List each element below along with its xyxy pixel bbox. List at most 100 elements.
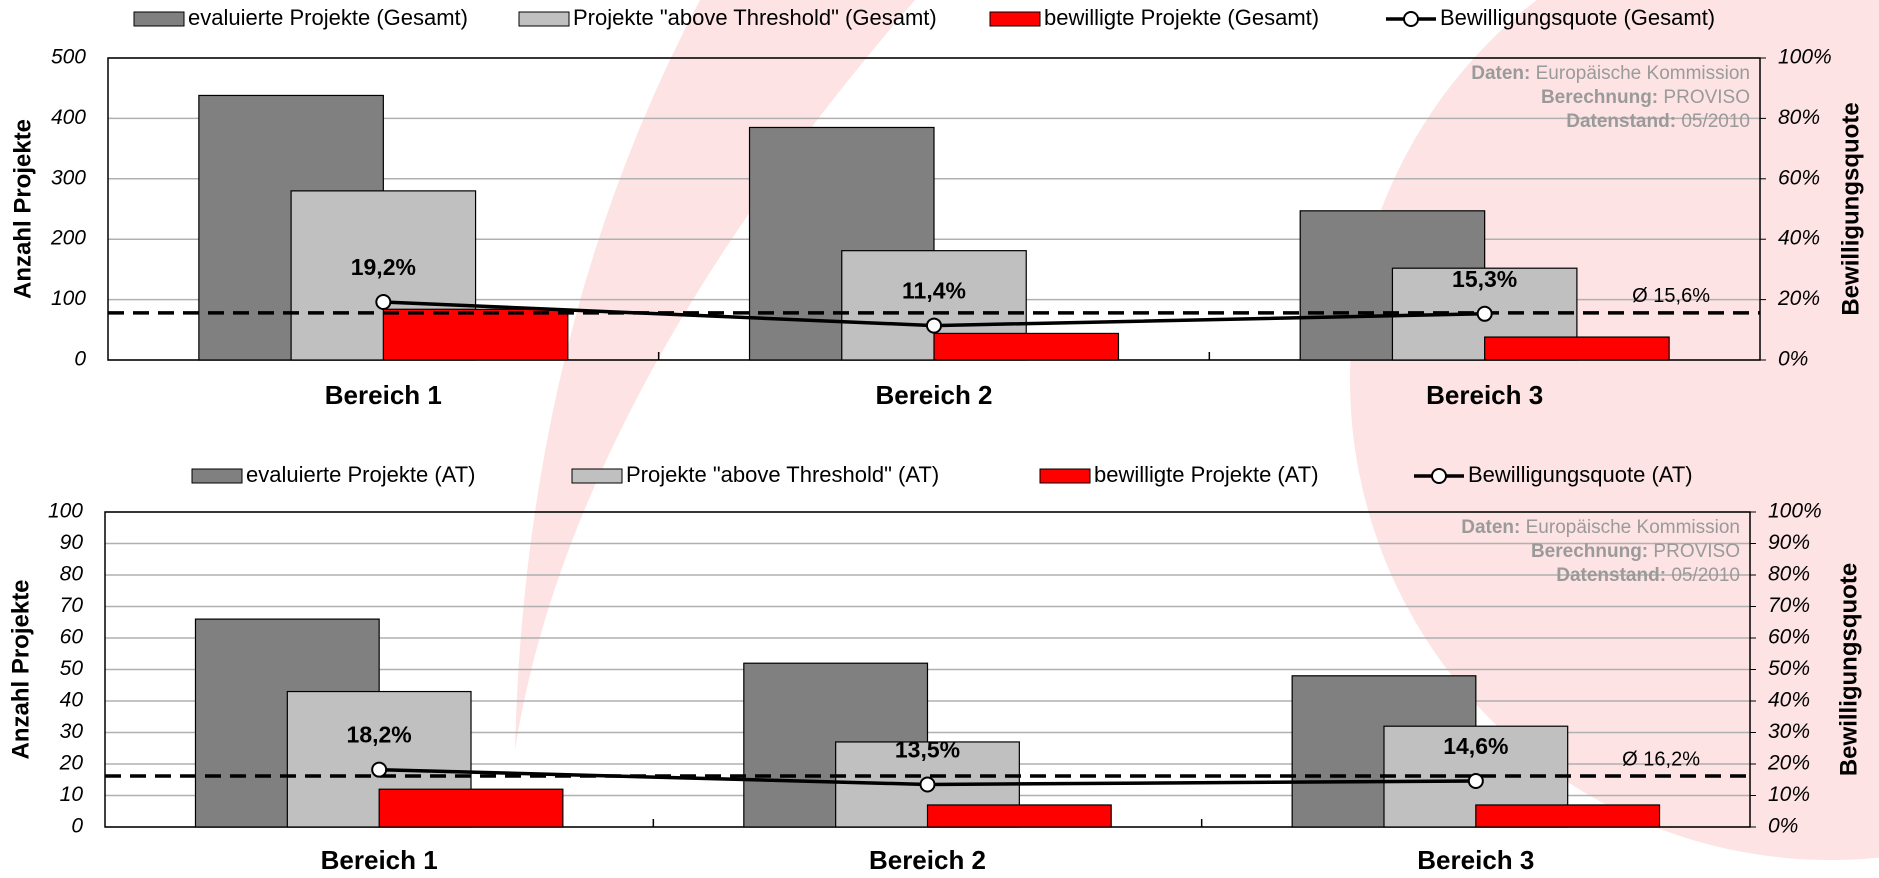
y-tick-label: 50 (60, 657, 84, 680)
y2-tick-label: 80% (1768, 563, 1810, 586)
legend-marker (1403, 11, 1419, 27)
source-text: 05/2010 (1671, 565, 1740, 586)
y-tick-label: 20 (59, 752, 84, 775)
bar (378, 788, 564, 828)
source-note: Berechnung: PROVISO (1531, 541, 1740, 562)
y-axis-title: Anzahl Projekte (9, 119, 36, 299)
y2-tick-label: 40% (1768, 689, 1810, 712)
y-tick-label: 0 (74, 348, 86, 371)
line-marker (1467, 773, 1484, 790)
y2-tick-label: 90% (1768, 531, 1810, 554)
y-tick-label: 500 (51, 46, 86, 69)
source-key: Daten: (1461, 517, 1520, 538)
source-text: Europäische Kommission (1526, 517, 1740, 538)
background-swoosh (515, 0, 915, 750)
y-tick-label: 90 (60, 531, 84, 554)
data-label: 14,6% (1443, 733, 1508, 759)
y-axis-title: Anzahl Projekte (7, 579, 34, 759)
legend-label: Bewilligungsquote (AT) (1468, 462, 1693, 487)
source-text: 05/2010 (1681, 111, 1750, 132)
y2-tick-label: 0% (1778, 348, 1808, 371)
data-label: 11,4% (902, 278, 966, 304)
source-key: Berechnung: (1531, 541, 1648, 562)
y-tick-label: 0 (71, 815, 83, 838)
source-text: Europäische Kommission (1536, 63, 1750, 84)
y2-tick-label: 60% (1768, 626, 1810, 649)
data-label: 18,2% (347, 722, 412, 748)
y-tick-label: 100 (48, 500, 83, 523)
legend-label: bewilligte Projekte (Gesamt) (1044, 5, 1319, 30)
x-tick-label: Bereich 1 (325, 380, 442, 410)
legend-label: evaluierte Projekte (AT) (246, 462, 475, 487)
source-note: Datenstand: 05/2010 (1566, 111, 1750, 132)
bar (382, 308, 569, 361)
y-tick-label: 30 (60, 720, 84, 743)
y2-tick-label: 50% (1768, 657, 1810, 680)
source-key: Datenstand: (1566, 111, 1676, 132)
source-note: Daten: Europäische Kommission (1471, 63, 1750, 84)
y2-tick-label: 20% (1767, 752, 1810, 775)
reference-label: Ø 15,6% (1632, 285, 1710, 307)
legend-swatch (571, 468, 623, 484)
y2-axis-title: Bewilligungsquote (1835, 563, 1862, 776)
legend-swatch (989, 11, 1041, 27)
bar (926, 804, 1112, 828)
reference-label: Ø 16,2% (1622, 748, 1700, 770)
y-tick-label: 70 (60, 594, 84, 617)
data-label: 13,5% (895, 737, 960, 763)
bar (1484, 336, 1670, 361)
y2-axis-title: Bewilligungsquote (1837, 102, 1864, 315)
line-marker (919, 776, 936, 793)
line-marker (371, 761, 388, 778)
bar (933, 332, 1120, 361)
y2-tick-label: 100% (1778, 46, 1832, 69)
x-tick-label: Bereich 2 (875, 380, 992, 410)
x-tick-label: Bereich 3 (1426, 380, 1543, 410)
x-tick-label: Bereich 2 (869, 845, 986, 875)
y-tick-label: 100 (51, 287, 86, 310)
y2-tick-label: 10% (1768, 783, 1810, 806)
source-key: Daten: (1471, 63, 1530, 84)
y-tick-label: 10 (60, 783, 84, 806)
y2-tick-label: 70% (1768, 594, 1810, 617)
legend-label: evaluierte Projekte (Gesamt) (188, 5, 468, 30)
data-label: 19,2% (351, 254, 416, 280)
legend-swatch (191, 468, 243, 484)
y2-tick-label: 60% (1778, 166, 1820, 189)
y2-tick-label: 0% (1768, 815, 1798, 838)
source-text: PROVISO (1663, 87, 1750, 108)
line-marker (375, 294, 392, 311)
x-tick-label: Bereich 1 (321, 845, 438, 875)
x-tick-label: Bereich 3 (1417, 845, 1534, 875)
source-key: Berechnung: (1541, 87, 1658, 108)
y-tick-label: 40 (60, 689, 84, 712)
legend-label: bewilligte Projekte (AT) (1094, 462, 1319, 487)
y2-tick-label: 20% (1777, 287, 1820, 310)
line-marker (1476, 305, 1493, 322)
legend-label: Projekte "above Threshold" (Gesamt) (573, 5, 937, 30)
source-text: PROVISO (1653, 541, 1740, 562)
y-tick-label: 200 (50, 227, 86, 250)
y2-tick-label: 80% (1778, 106, 1820, 129)
source-note: Datenstand: 05/2010 (1556, 565, 1740, 586)
y-tick-label: 80 (60, 563, 84, 586)
legend-swatch (133, 11, 185, 27)
legend-label: Bewilligungsquote (Gesamt) (1440, 5, 1715, 30)
line-marker (926, 317, 942, 334)
bar (1475, 804, 1661, 828)
legend-marker (1431, 468, 1447, 484)
y2-tick-label: 30% (1768, 720, 1810, 743)
y-tick-label: 300 (51, 166, 86, 189)
y-tick-label: 60 (60, 626, 84, 649)
legend-swatch (518, 11, 570, 27)
legend-swatch (1039, 468, 1091, 484)
source-key: Datenstand: (1556, 565, 1666, 586)
data-label: 15,3% (1452, 266, 1517, 292)
y2-tick-label: 40% (1778, 227, 1820, 250)
y-tick-label: 400 (51, 106, 86, 129)
source-note: Daten: Europäische Kommission (1461, 517, 1740, 538)
legend-label: Projekte "above Threshold" (AT) (626, 462, 939, 487)
y2-tick-label: 100% (1768, 500, 1822, 523)
source-note: Berechnung: PROVISO (1541, 87, 1750, 108)
